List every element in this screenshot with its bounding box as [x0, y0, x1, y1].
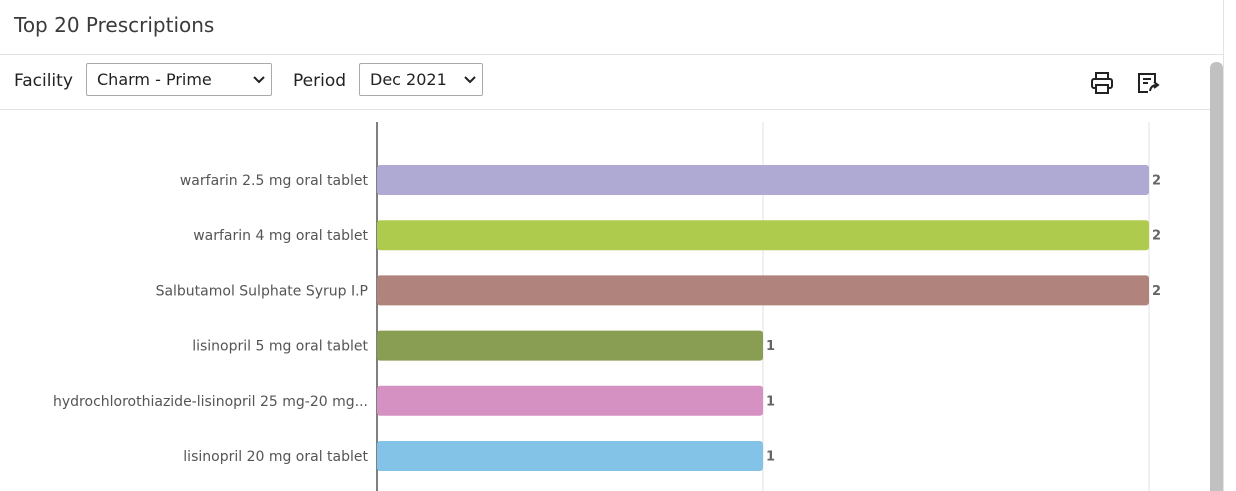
bar	[377, 275, 1149, 306]
print-button[interactable]	[1090, 71, 1114, 95]
period-value: Dec 2021	[370, 70, 447, 89]
facility-value: Charm - Prime	[97, 70, 212, 89]
page-title: Top 20 Prescriptions	[14, 13, 215, 37]
chevron	[464, 76, 476, 84]
data-label: 2	[1152, 229, 1161, 244]
y-tick-label: hydrochlorothiazide-lisinopril 25 mg-20 …	[53, 394, 368, 410]
data-label: 2	[1152, 174, 1161, 189]
divider	[0, 54, 1223, 55]
divider	[0, 109, 1223, 110]
bar	[377, 441, 763, 471]
bar	[377, 385, 763, 416]
y-tick-label: lisinopril 20 mg oral tablet	[183, 449, 368, 465]
y-tick-label: warfarin 2.5 mg oral tablet	[180, 173, 369, 189]
data-label: 1	[766, 450, 775, 465]
scrollbar[interactable]	[1210, 62, 1223, 491]
facility-label: Facility	[14, 71, 73, 91]
chart: warfarin 2.5 mg oral tablet 2 warfarin 4 m…	[53, 122, 1161, 491]
data-label: 1	[766, 394, 775, 409]
bar	[377, 165, 1149, 195]
data-label: 2	[1152, 284, 1161, 299]
data-label: 1	[766, 339, 775, 354]
period-select[interactable]: Dec 2021	[359, 63, 483, 96]
export-button[interactable]	[1136, 71, 1160, 95]
y-tick-label: warfarin 4 mg oral tablet	[193, 228, 368, 244]
panel-edge	[1223, 0, 1224, 491]
period-label: Period	[293, 71, 347, 91]
bar	[377, 220, 1149, 251]
y-tick-label: Salbutamol Sulphate Syrup I.P	[156, 283, 368, 299]
chevron	[253, 76, 265, 84]
y-tick-label: lisinopril 5 mg oral tablet	[192, 339, 368, 355]
bar	[377, 330, 763, 361]
facility-select[interactable]: Charm - Prime	[86, 63, 272, 96]
